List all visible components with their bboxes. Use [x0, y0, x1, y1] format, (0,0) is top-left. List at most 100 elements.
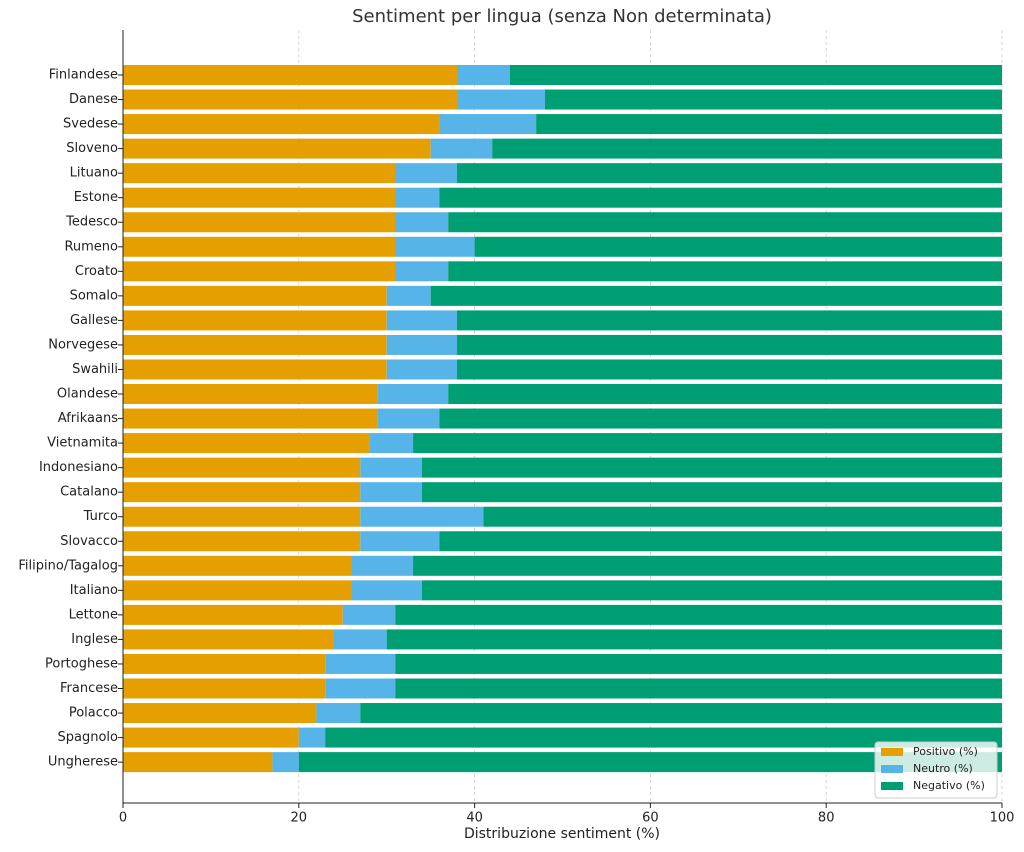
bar-segment — [439, 531, 1002, 552]
bar-segment — [298, 727, 326, 748]
bar-segment — [123, 703, 317, 724]
bar-segment — [377, 408, 440, 429]
x-tick-label: 80 — [818, 811, 835, 826]
bar-segment — [123, 752, 273, 773]
bar-segment — [430, 138, 493, 159]
y-tick-label: Swahili — [72, 362, 118, 377]
legend-swatch — [881, 782, 903, 790]
y-tick-label: Lituano — [70, 166, 118, 181]
bar-segment — [123, 384, 378, 405]
bar-segment — [123, 359, 387, 380]
bar-segment — [325, 653, 396, 674]
bar-segment — [457, 334, 1002, 355]
x-tick-label: 100 — [990, 811, 1015, 826]
bar-segment — [395, 653, 1002, 674]
bar-segment — [123, 89, 458, 110]
y-tick-label: Filipino/Tagalog — [18, 558, 118, 573]
bar-segment — [123, 482, 361, 503]
legend-swatch — [881, 748, 903, 756]
y-tick-label: Estone — [74, 190, 118, 205]
x-tick-label: 0 — [119, 811, 127, 826]
bar-segment — [395, 163, 458, 184]
bar-segment — [316, 703, 361, 724]
bar-segment — [448, 384, 1003, 405]
bar-segment — [386, 285, 431, 306]
bar-segment — [325, 678, 396, 699]
bar-segment — [413, 433, 1002, 454]
bar-segment — [351, 580, 422, 601]
chart-title: Sentiment per lingua (senza Non determin… — [352, 6, 772, 27]
bar-segment — [536, 114, 1002, 135]
y-tick-label: Finlandese — [49, 68, 118, 83]
y-tick-label: Danese — [69, 92, 118, 107]
bar-segment — [123, 334, 387, 355]
bar-segment — [123, 629, 334, 650]
bar-segment — [457, 163, 1002, 184]
bar-segment — [123, 114, 440, 135]
bar-segment — [123, 678, 326, 699]
y-tick-label: Vietnamita — [47, 436, 118, 451]
bar-segment — [413, 555, 1002, 576]
bar-segment — [123, 187, 396, 208]
bar-segment — [369, 433, 414, 454]
bar-segment — [123, 531, 361, 552]
bar-segment — [395, 604, 1002, 625]
bar-segment — [492, 138, 1002, 159]
y-tick-label: Tedesco — [65, 215, 118, 230]
y-tick-label: Indonesiano — [39, 460, 118, 475]
bar-segment — [395, 212, 449, 233]
y-tick-label: Croato — [75, 264, 118, 279]
bar-segment — [421, 457, 1002, 478]
bar-segment — [448, 261, 1003, 282]
bar-segment — [457, 310, 1002, 331]
y-tick-label: Norvegese — [48, 337, 118, 352]
legend-swatch — [881, 765, 903, 773]
y-tick-label: Olandese — [57, 387, 118, 402]
y-tick-label: Portoghese — [45, 656, 118, 671]
bar-segment — [123, 310, 387, 331]
bar-segment — [439, 408, 1002, 429]
x-axis-label: Distribuzione sentiment (%) — [464, 826, 660, 842]
y-tick-label: Spagnolo — [58, 730, 119, 745]
y-tick-label: Francese — [60, 681, 118, 696]
bar-segment — [325, 727, 1002, 748]
bar-segment — [123, 580, 352, 601]
y-tick-label: Italiano — [70, 583, 118, 598]
y-tick-label: Afrikaans — [58, 411, 118, 426]
bar-segment — [457, 65, 510, 85]
bar-segment — [123, 555, 352, 576]
bar-segment — [360, 506, 484, 527]
x-tick-label: 60 — [642, 811, 659, 826]
bar-segment — [544, 89, 1002, 110]
bar-segment — [123, 727, 299, 748]
bar-segment — [395, 678, 1002, 699]
bar-segment — [272, 752, 299, 773]
bar-segment — [395, 236, 475, 257]
legend-label: Negativo (%) — [913, 779, 985, 792]
legend-label: Positivo (%) — [913, 745, 978, 758]
bar-segment — [123, 212, 396, 233]
bar-segment — [342, 604, 396, 625]
bar-segment — [123, 433, 370, 454]
y-tick-label: Sloveno — [66, 141, 118, 156]
bar-segment — [360, 531, 440, 552]
y-tick-label: Slovacco — [60, 534, 118, 549]
bar-segment — [123, 408, 378, 429]
bar-segment — [457, 89, 545, 110]
bar-segment — [386, 310, 458, 331]
x-tick-label: 40 — [466, 811, 483, 826]
bar-segment — [439, 114, 537, 135]
legend-box — [874, 741, 998, 799]
bar-segment — [123, 65, 458, 85]
bar-segment — [123, 457, 361, 478]
y-tick-label: Ungherese — [48, 755, 118, 770]
bar-segment — [386, 334, 458, 355]
y-tick-label: Turco — [83, 509, 118, 524]
y-tick-label: Somalo — [70, 288, 118, 303]
bar-segment — [123, 163, 396, 184]
bar-segment — [298, 752, 1002, 773]
bar-segment — [421, 580, 1002, 601]
bar-segment — [483, 506, 1002, 527]
bar-segment — [386, 359, 458, 380]
